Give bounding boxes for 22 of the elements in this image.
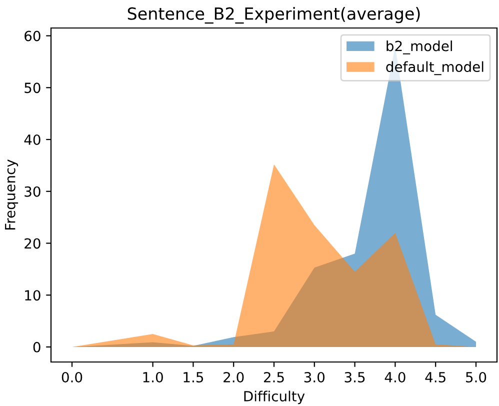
x-tick-label: 2.0 <box>224 372 244 382</box>
x-tick-label: 2.5 <box>264 372 284 382</box>
x-axis-title: Difficulty <box>244 390 305 404</box>
y-tick-label: 10 <box>25 290 40 301</box>
x-tick-label: 3.0 <box>304 372 325 382</box>
x-tick-label: 4.0 <box>384 372 406 382</box>
x-tick-label: 1.5 <box>184 372 204 382</box>
y-tick-label: 30 <box>24 186 40 197</box>
y-axis-title: Frequency <box>5 160 18 230</box>
y-tick-label: 40 <box>24 134 40 145</box>
y-tick-label: 20 <box>24 238 40 249</box>
x-tick-label: 5.0 <box>466 372 486 382</box>
x-tick-label: 1.0 <box>143 372 163 382</box>
legend-label: b2_model <box>386 40 452 54</box>
y-tick-label: 50 <box>24 82 40 94</box>
chart-title: Sentence_B2_Experiment(average) <box>128 7 420 24</box>
legend-label: default_model <box>386 61 484 76</box>
x-tick-label: 4.5 <box>425 372 446 382</box>
y-tick-label: 60 <box>24 30 40 42</box>
y-tick-label: 0 <box>33 342 40 352</box>
x-tick-label: 3.5 <box>344 372 365 382</box>
x-tick-label: 0.0 <box>62 372 82 382</box>
